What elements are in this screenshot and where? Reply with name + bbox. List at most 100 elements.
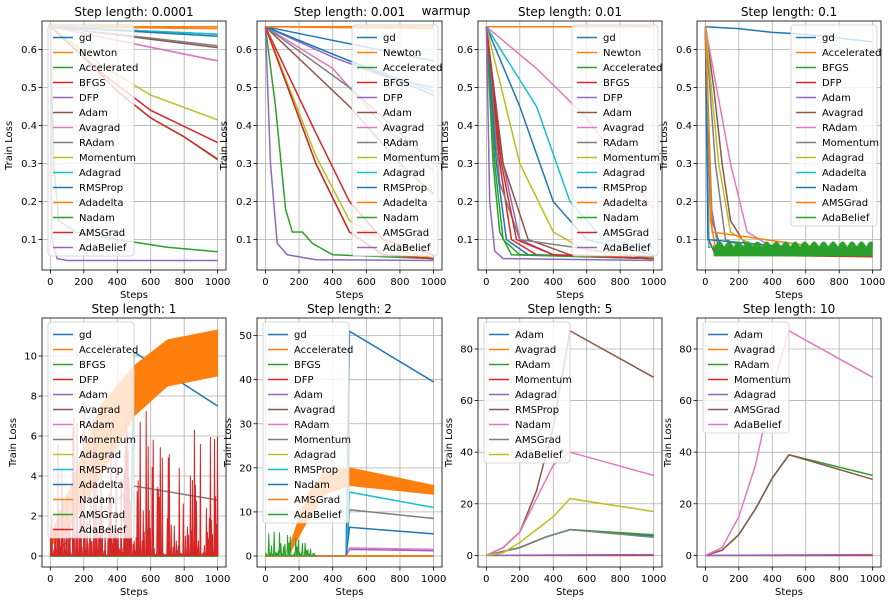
x-tick-label: 200 <box>289 574 308 585</box>
legend-label: Adagrad <box>822 153 864 164</box>
legend-label: Adagrad <box>603 168 645 179</box>
legend-label: Momentum <box>603 153 660 164</box>
x-tick-label: 400 <box>544 277 563 288</box>
x-tick-label: 800 <box>390 574 409 585</box>
subplot-title: Step length: 0.0001 <box>74 5 193 19</box>
x-tick-label: 200 <box>74 574 93 585</box>
legend-label: gd <box>383 33 396 44</box>
y-tick-label: 60 <box>460 396 473 407</box>
legend-label: gd <box>294 330 307 341</box>
legend-label: RMSProp <box>603 183 647 194</box>
legend-label: Adam <box>294 390 323 401</box>
legend-label: Avagrad <box>79 123 120 134</box>
y-tick-label: 0 <box>467 551 473 562</box>
legend-label: Adagrad <box>734 390 776 401</box>
legend-label: BFGS <box>79 78 106 89</box>
legend-box <box>262 321 350 524</box>
x-tick-label: 400 <box>763 277 782 288</box>
x-tick-label: 0 <box>483 277 489 288</box>
legend-label: RMSProp <box>515 405 559 416</box>
y-tick-label: 0.5 <box>236 83 252 94</box>
legend-label: Adam <box>603 108 632 119</box>
y-tick-label: 0.4 <box>457 121 473 132</box>
y-axis-label: Train Loss <box>8 418 19 468</box>
series-radam <box>705 453 873 557</box>
legend-label: AdaBelief <box>79 243 127 254</box>
legend-label: AdaBelief <box>734 420 782 431</box>
legend-label: Adagrad <box>515 390 557 401</box>
y-tick-label: 80 <box>460 344 473 355</box>
subplot-6: 0 200 400 600 800 1000 0 10 20 30 40 50 Step length:… <box>223 302 446 598</box>
legend-label: Momentum <box>515 375 572 386</box>
legend-label: Adam <box>79 390 108 401</box>
y-tick-label: 0.5 <box>457 83 473 94</box>
y-tick-label: 20 <box>460 499 473 510</box>
x-tick-label: 200 <box>510 277 529 288</box>
y-axis-label: Train Loss <box>440 121 451 171</box>
legend-label: Newton <box>383 48 421 59</box>
legend-label: gd <box>79 33 92 44</box>
y-tick-label: 0.4 <box>21 121 37 132</box>
legend-label: Adam <box>734 330 763 341</box>
x-tick-label: 200 <box>289 277 308 288</box>
x-tick-label: 600 <box>141 277 160 288</box>
y-tick-label: 0.1 <box>676 235 692 246</box>
x-tick-label: 0 <box>483 574 489 585</box>
legend-label: gd <box>603 33 616 44</box>
legend-label: Momentum <box>294 435 351 446</box>
x-tick-label: 1000 <box>860 277 885 288</box>
subplot-title: Step length: 5 <box>528 302 613 316</box>
x-tick-label: 800 <box>611 574 630 585</box>
y-axis-label: Train Loss <box>4 121 15 171</box>
subplot-4: 0 200 400 600 800 1000 0.1 0.2 0.3 0.4 0.5 0.6 Step … <box>659 5 885 301</box>
y-tick-label: 0.3 <box>21 159 37 170</box>
x-tick-label: 0 <box>47 574 53 585</box>
x-tick-label: 600 <box>141 574 160 585</box>
x-tick-label: 0 <box>702 574 708 585</box>
legend-label: AMSGrad <box>603 228 649 239</box>
legend-label: BFGS <box>79 360 106 371</box>
y-tick-label: 10 <box>239 507 252 518</box>
axes-frame <box>256 317 443 568</box>
legend-label: RAdam <box>734 360 769 371</box>
x-tick-label: 0 <box>702 277 708 288</box>
legend-label: AdaBelief <box>383 243 431 254</box>
axes-frame <box>696 317 882 568</box>
y-tick-label: 0.2 <box>21 197 37 208</box>
legend-label: RAdam <box>822 123 857 134</box>
x-tick-label: 400 <box>323 277 342 288</box>
legend-label: BFGS <box>294 360 321 371</box>
y-tick-label: 0.4 <box>236 121 252 132</box>
legend-label: AMSGrad <box>515 435 561 446</box>
y-tick-label: 0.1 <box>236 235 252 246</box>
legend: gd Accelerated BFGS DFP Adam Avagrad RAdam Mome… <box>47 321 138 539</box>
y-tick-label: 10 <box>24 352 37 363</box>
y-tick-label: 0.3 <box>676 159 692 170</box>
legend: gd Newton Accelerated BFGS DFP Adam Avagrad RAd… <box>351 24 442 257</box>
subplot-title: Step length: 2 <box>307 302 392 316</box>
x-tick-label: 400 <box>323 574 342 585</box>
legend-label: DFP <box>383 93 402 104</box>
legend-label: RAdam <box>515 360 550 371</box>
legend-label: BFGS <box>383 78 410 89</box>
x-tick-label: 800 <box>830 277 849 288</box>
legend-label: Momentum <box>79 435 136 446</box>
subplot-1: 0 200 400 600 800 1000 0.1 0.2 0.3 0.4 0.5 0.6 Step … <box>4 5 230 301</box>
subplot-5: 0 200 400 600 800 1000 0 2 4 6 8 10 Step length: 1 St… <box>8 302 230 598</box>
legend-box <box>790 24 878 227</box>
subplot-title: Step length: 1 <box>92 302 177 316</box>
legend-label: Adadelta <box>822 168 866 179</box>
legend-box <box>483 321 571 464</box>
legend: gd Newton Accelerated BFGS DFP Adam Avagrad RAd… <box>47 24 138 257</box>
subplot-3: 0 200 400 600 800 1000 0.1 0.2 0.3 0.4 0.5 0.6 Step … <box>440 5 666 301</box>
x-tick-label: 200 <box>729 277 748 288</box>
x-axis-label: Steps <box>336 290 364 301</box>
axes-frame <box>696 20 882 271</box>
y-tick-label: 30 <box>239 419 252 430</box>
y-tick-label: 0.2 <box>676 197 692 208</box>
legend-label: Nadam <box>79 495 115 506</box>
y-tick-label: 60 <box>679 396 692 407</box>
legend-label: Avagrad <box>79 405 120 416</box>
y-tick-label: 40 <box>460 448 473 459</box>
x-tick-label: 400 <box>544 574 563 585</box>
